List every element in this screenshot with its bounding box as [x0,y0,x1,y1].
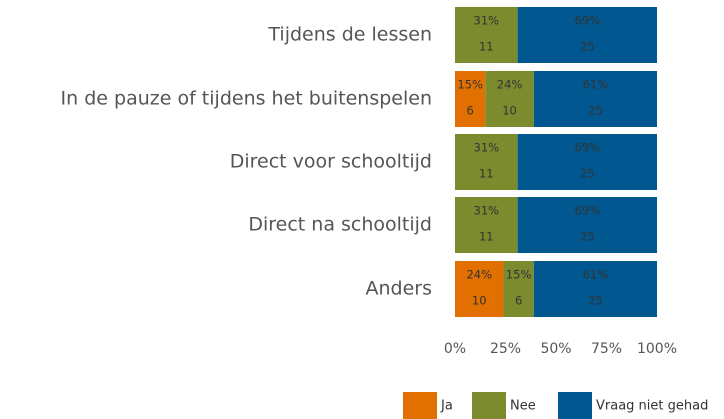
bar-segment [455,7,518,63]
count-label: 11 [479,230,494,244]
bar-segment [517,134,657,190]
count-label: 6 [466,104,473,118]
value-label: 15% [457,78,483,92]
value-label: 15% [506,268,532,282]
count-label: 25 [580,230,595,244]
count-label: 25 [580,167,595,181]
bar-segment [455,71,486,127]
bar-segment [517,7,657,63]
category-label: Tijdens de lessen [267,24,432,46]
x-tick-label: 50% [540,341,571,357]
legend-swatch [472,392,506,419]
x-tick-label: 25% [490,341,521,357]
category-label: In de pauze of tijdens het buitenspelen [61,88,432,110]
bar-segment [517,197,657,253]
value-label: 61% [583,78,609,92]
bar-segment [533,71,657,127]
count-label: 25 [588,294,603,308]
value-label: 69% [575,204,601,218]
value-label: 31% [474,14,500,28]
value-label: 69% [575,141,601,155]
bar-segment [455,261,504,317]
bar-segment [533,261,657,317]
count-label: 25 [588,104,603,118]
count-label: 10 [502,104,517,118]
bar-segment [485,71,534,127]
category-label: Direct na schooltijd [248,214,432,236]
value-label: 69% [575,14,601,28]
count-label: 11 [479,167,494,181]
value-label: 24% [497,78,523,92]
legend-label: Nee [510,399,536,414]
value-label: 24% [466,268,492,282]
value-label: 31% [474,141,500,155]
count-label: 11 [479,40,494,54]
count-label: 6 [515,294,522,308]
x-tick-label: 100% [637,341,677,357]
value-label: 61% [583,268,609,282]
legend-label: Vraag niet gehad [596,399,708,414]
category-label: Anders [366,278,433,300]
legend-label: Ja [440,399,453,414]
bar-segment [455,134,518,190]
x-tick-label: 75% [591,341,622,357]
legend-swatch [558,392,592,419]
category-label: Direct voor schooltijd [230,151,432,173]
x-tick-label: 0% [444,341,466,357]
count-label: 10 [472,294,487,308]
count-label: 25 [580,40,595,54]
value-label: 31% [474,204,500,218]
legend-swatch [403,392,437,419]
bar-segment [455,197,518,253]
bar-segment [503,261,534,317]
